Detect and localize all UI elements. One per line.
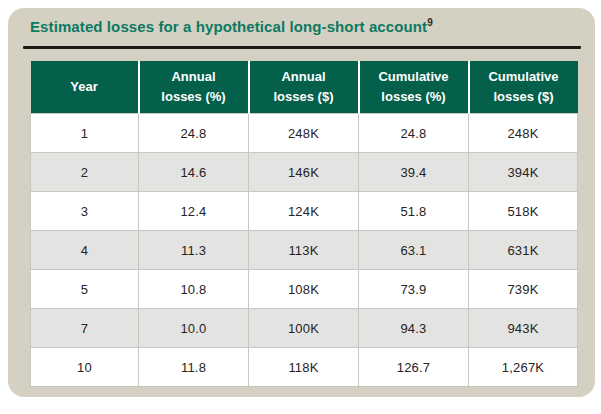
table-row: 3 12.4 124K 51.8 518K: [31, 192, 578, 231]
header-line2: losses (%): [142, 87, 246, 107]
header-year: Year: [31, 61, 139, 114]
cell-annual-pct: 10.0: [139, 309, 249, 348]
table-row: 7 10.0 100K 94.3 943K: [31, 309, 578, 348]
cell-cumulative-dollar: 631K: [469, 231, 578, 270]
cell-cumulative-pct: 63.1: [359, 231, 469, 270]
figure-card: Estimated losses for a hypothetical long…: [8, 8, 595, 397]
cell-cumulative-pct: 73.9: [359, 270, 469, 309]
header-line1: Cumulative: [362, 67, 466, 87]
table-header: Year Annual losses (%) Annual losses ($)…: [31, 61, 578, 114]
header-year-label: Year: [33, 77, 136, 97]
cell-cumulative-dollar: 1,267K: [469, 348, 578, 387]
table-row: 5 10.8 108K 73.9 739K: [31, 270, 578, 309]
table-body: 1 24.8 248K 24.8 248K 2 14.6 146K 39.4 3…: [31, 114, 578, 387]
cell-cumulative-dollar: 248K: [469, 114, 578, 153]
title-rule: [23, 46, 581, 49]
cell-cumulative-pct: 51.8: [359, 192, 469, 231]
figure-title: Estimated losses for a hypothetical long…: [30, 18, 433, 35]
cell-annual-pct: 12.4: [139, 192, 249, 231]
table-row: 2 14.6 146K 39.4 394K: [31, 153, 578, 192]
cell-annual-dollar: 113K: [249, 231, 359, 270]
header-line2: losses (%): [362, 87, 466, 107]
cell-year: 5: [31, 270, 139, 309]
cell-cumulative-dollar: 943K: [469, 309, 578, 348]
cell-year: 2: [31, 153, 139, 192]
cell-annual-dollar: 100K: [249, 309, 359, 348]
losses-table-wrap: Year Annual losses (%) Annual losses ($)…: [30, 61, 577, 387]
cell-cumulative-dollar: 394K: [469, 153, 578, 192]
table-row: 1 24.8 248K 24.8 248K: [31, 114, 578, 153]
losses-table: Year Annual losses (%) Annual losses ($)…: [30, 61, 578, 387]
table-row: 10 11.8 118K 126.7 1,267K: [31, 348, 578, 387]
cell-annual-dollar: 118K: [249, 348, 359, 387]
header-line1: Annual: [142, 67, 246, 87]
cell-annual-pct: 24.8: [139, 114, 249, 153]
footnote-marker: 9: [427, 17, 433, 28]
cell-year: 4: [31, 231, 139, 270]
cell-cumulative-dollar: 518K: [469, 192, 578, 231]
cell-year: 7: [31, 309, 139, 348]
cell-annual-dollar: 146K: [249, 153, 359, 192]
figure-stage: Estimated losses for a hypothetical long…: [0, 0, 601, 414]
cell-annual-dollar: 124K: [249, 192, 359, 231]
header-line2: losses ($): [472, 87, 576, 107]
cell-cumulative-pct: 24.8: [359, 114, 469, 153]
cell-cumulative-pct: 94.3: [359, 309, 469, 348]
table-row: 4 11.3 113K 63.1 631K: [31, 231, 578, 270]
cell-annual-pct: 10.8: [139, 270, 249, 309]
cell-annual-dollar: 108K: [249, 270, 359, 309]
header-line2: losses ($): [252, 87, 356, 107]
header-line1: Annual: [252, 67, 356, 87]
cell-year: 3: [31, 192, 139, 231]
header-row: Year Annual losses (%) Annual losses ($)…: [31, 61, 578, 114]
cell-annual-pct: 11.3: [139, 231, 249, 270]
cell-cumulative-pct: 39.4: [359, 153, 469, 192]
cell-annual-pct: 11.8: [139, 348, 249, 387]
header-cumulative-losses-dollar: Cumulative losses ($): [469, 61, 578, 114]
cell-cumulative-dollar: 739K: [469, 270, 578, 309]
figure-title-text: Estimated losses for a hypothetical long…: [30, 18, 427, 35]
cell-annual-pct: 14.6: [139, 153, 249, 192]
header-line1: Cumulative: [472, 67, 576, 87]
header-annual-losses-pct: Annual losses (%): [139, 61, 249, 114]
cell-year: 10: [31, 348, 139, 387]
header-cumulative-losses-pct: Cumulative losses (%): [359, 61, 469, 114]
cell-annual-dollar: 248K: [249, 114, 359, 153]
header-annual-losses-dollar: Annual losses ($): [249, 61, 359, 114]
cell-year: 1: [31, 114, 139, 153]
cell-cumulative-pct: 126.7: [359, 348, 469, 387]
